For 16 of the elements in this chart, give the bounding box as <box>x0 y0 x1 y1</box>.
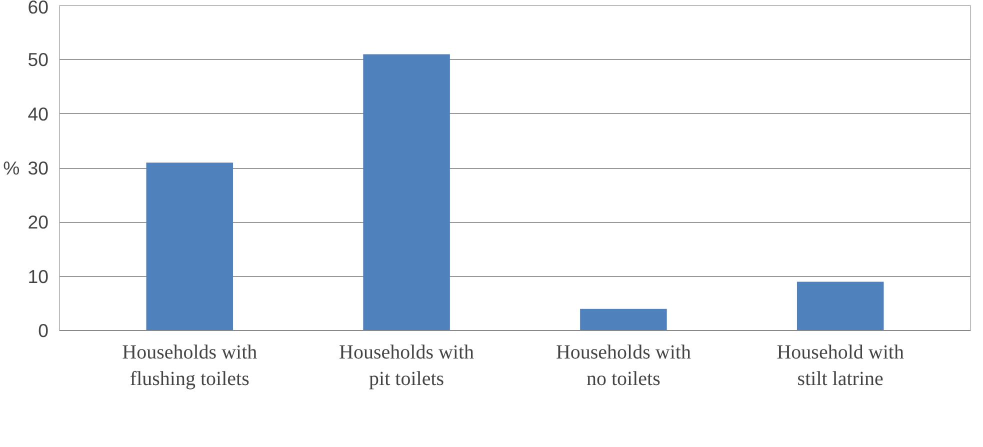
y-tick-label: 20 <box>28 212 49 233</box>
bar <box>580 308 667 330</box>
y-tick-label: 50 <box>28 49 49 70</box>
bar <box>146 162 234 330</box>
x-tick-label: Households with no toilets <box>556 342 691 390</box>
bar <box>796 282 884 330</box>
y-tick-label: 10 <box>28 266 49 287</box>
y-tick-label: 0 <box>38 320 49 341</box>
x-tick-label: Households with flushing toilets <box>122 342 258 390</box>
y-tick-label: 40 <box>28 103 49 124</box>
y-tick-label: 30 <box>28 158 49 178</box>
x-tick-label: Household with stilt latrine <box>776 342 904 390</box>
y-axis-title: % <box>3 158 20 178</box>
y-tick-label: 60 <box>28 0 49 18</box>
x-tick-label: Households with pit toilets <box>339 342 474 390</box>
bar <box>363 54 450 330</box>
